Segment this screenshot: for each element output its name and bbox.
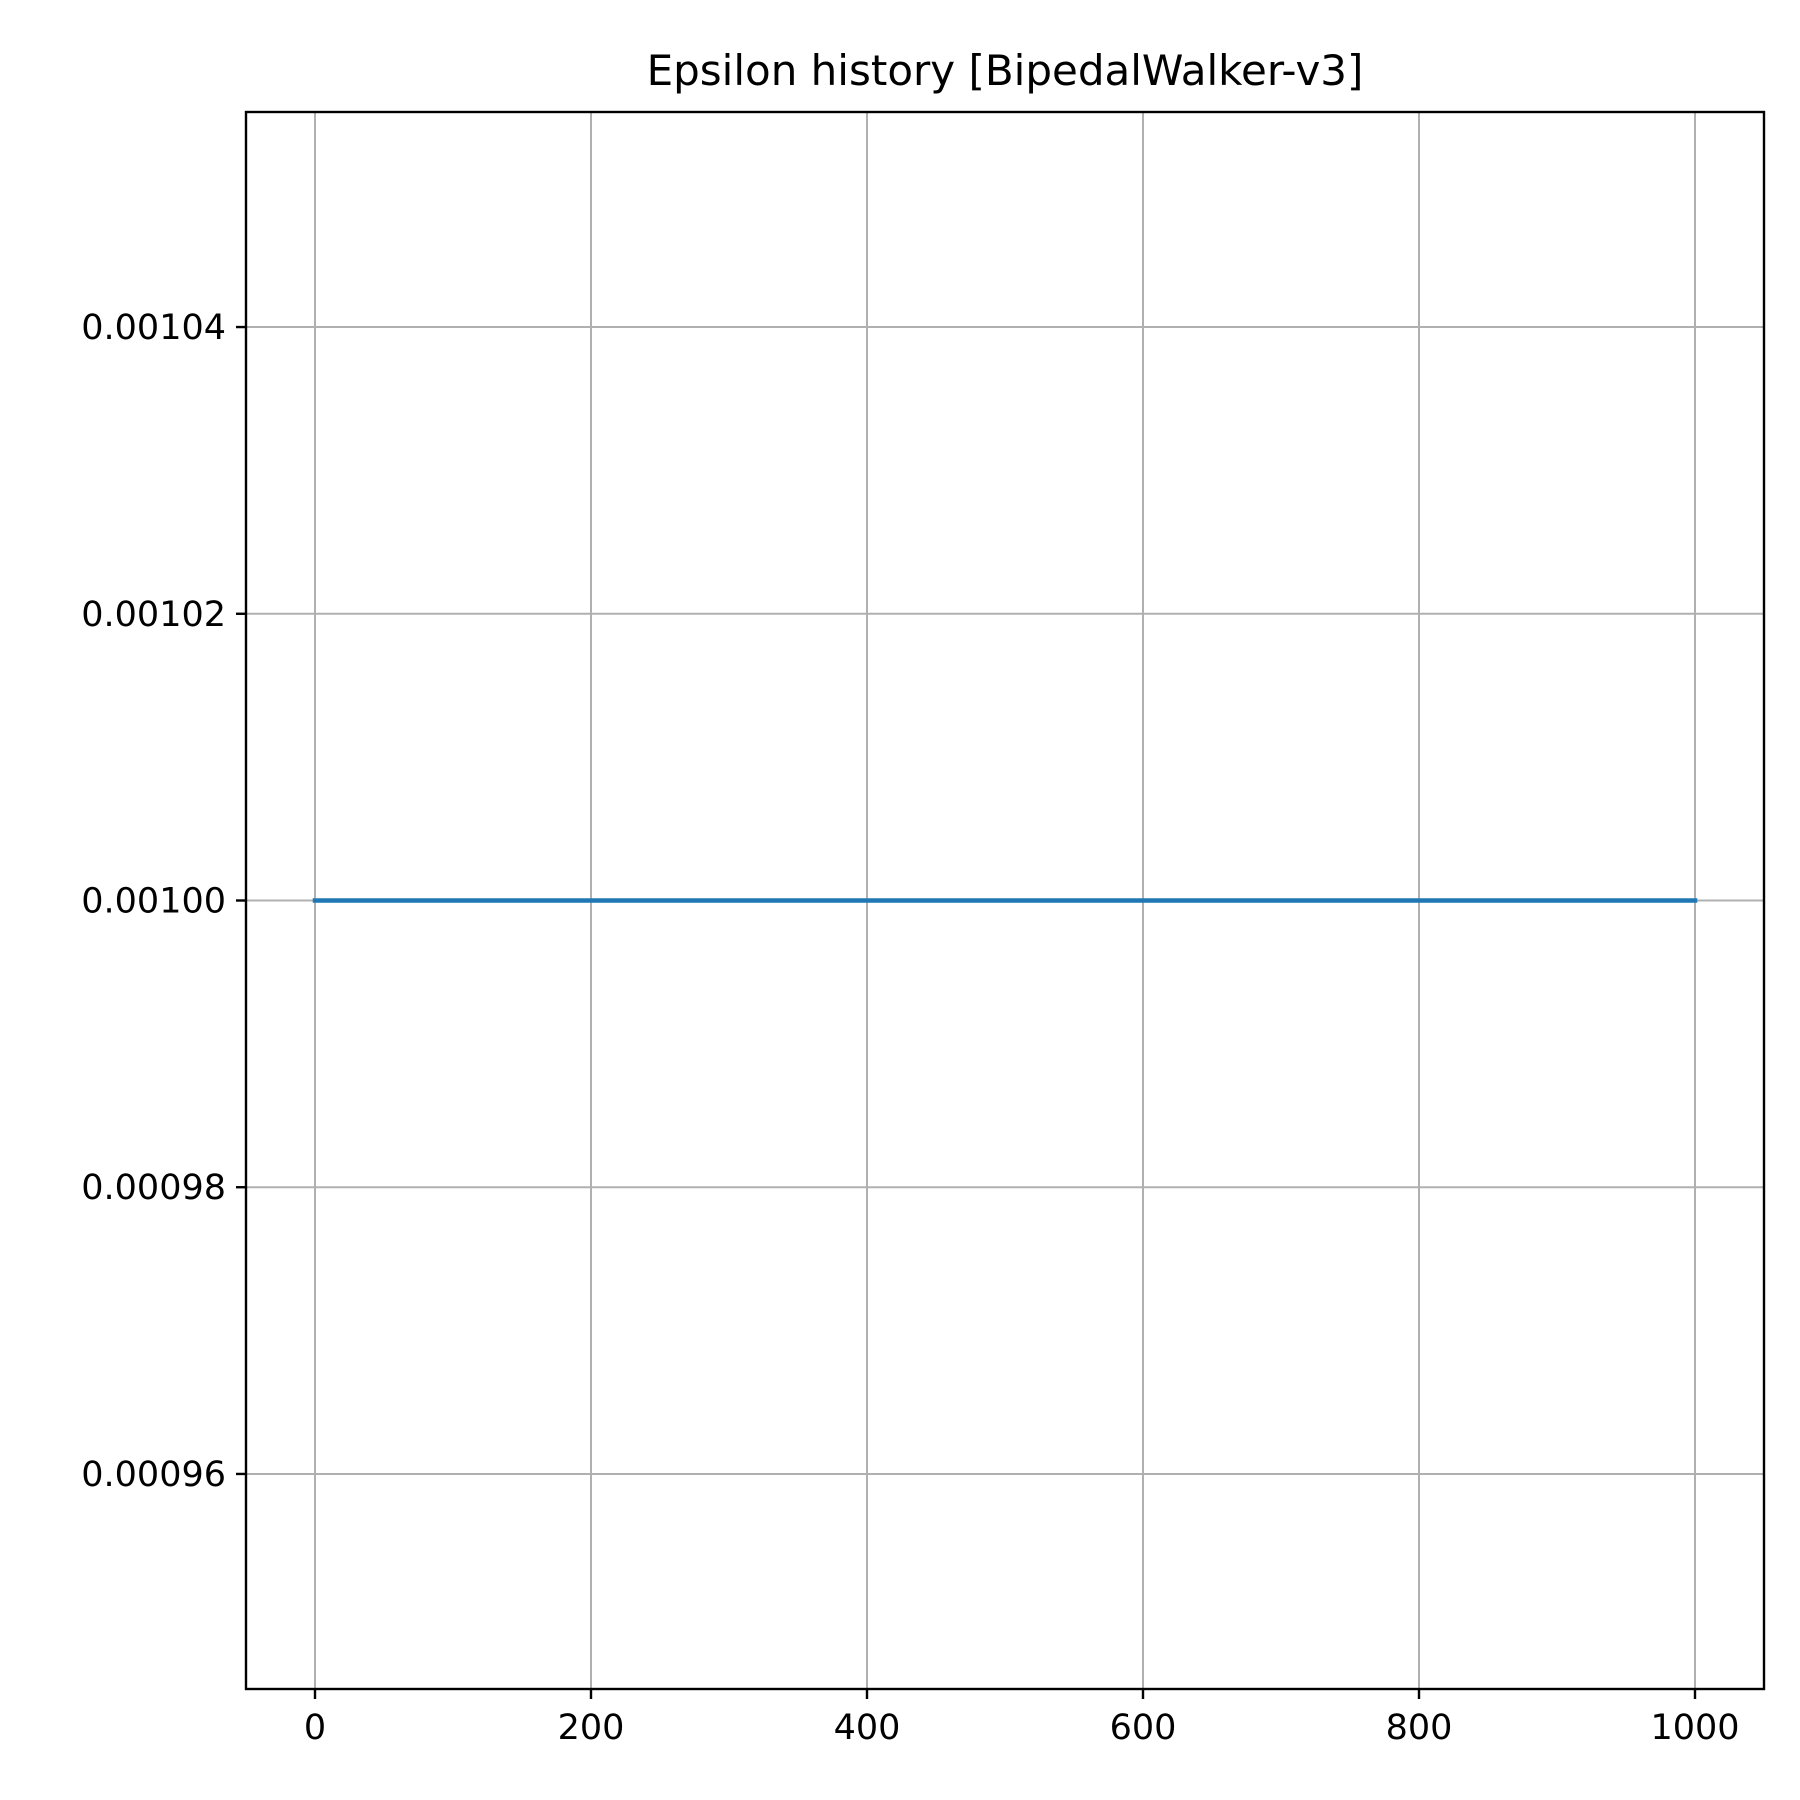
y-tick-label: 0.00102 [81,595,226,635]
y-tick-label: 0.00104 [81,308,226,348]
x-tick-label: 200 [558,1708,625,1748]
y-tick-label: 0.00096 [81,1455,226,1495]
y-tick-label: 0.00098 [81,1168,226,1208]
x-tick-label: 800 [1386,1708,1453,1748]
x-tick-label: 1000 [1650,1708,1739,1748]
x-tick-label: 0 [304,1708,326,1748]
y-tick-label: 0.00100 [81,882,226,922]
tick-layer: 0 200 400 600 800 1000 0.00096 0.00098 0.00100 0.… [81,308,1739,1748]
chart-title: Epsilon history [BipedalWalker-v3] [647,46,1364,95]
x-tick-label: 400 [834,1708,901,1748]
x-tick-label: 600 [1110,1708,1177,1748]
